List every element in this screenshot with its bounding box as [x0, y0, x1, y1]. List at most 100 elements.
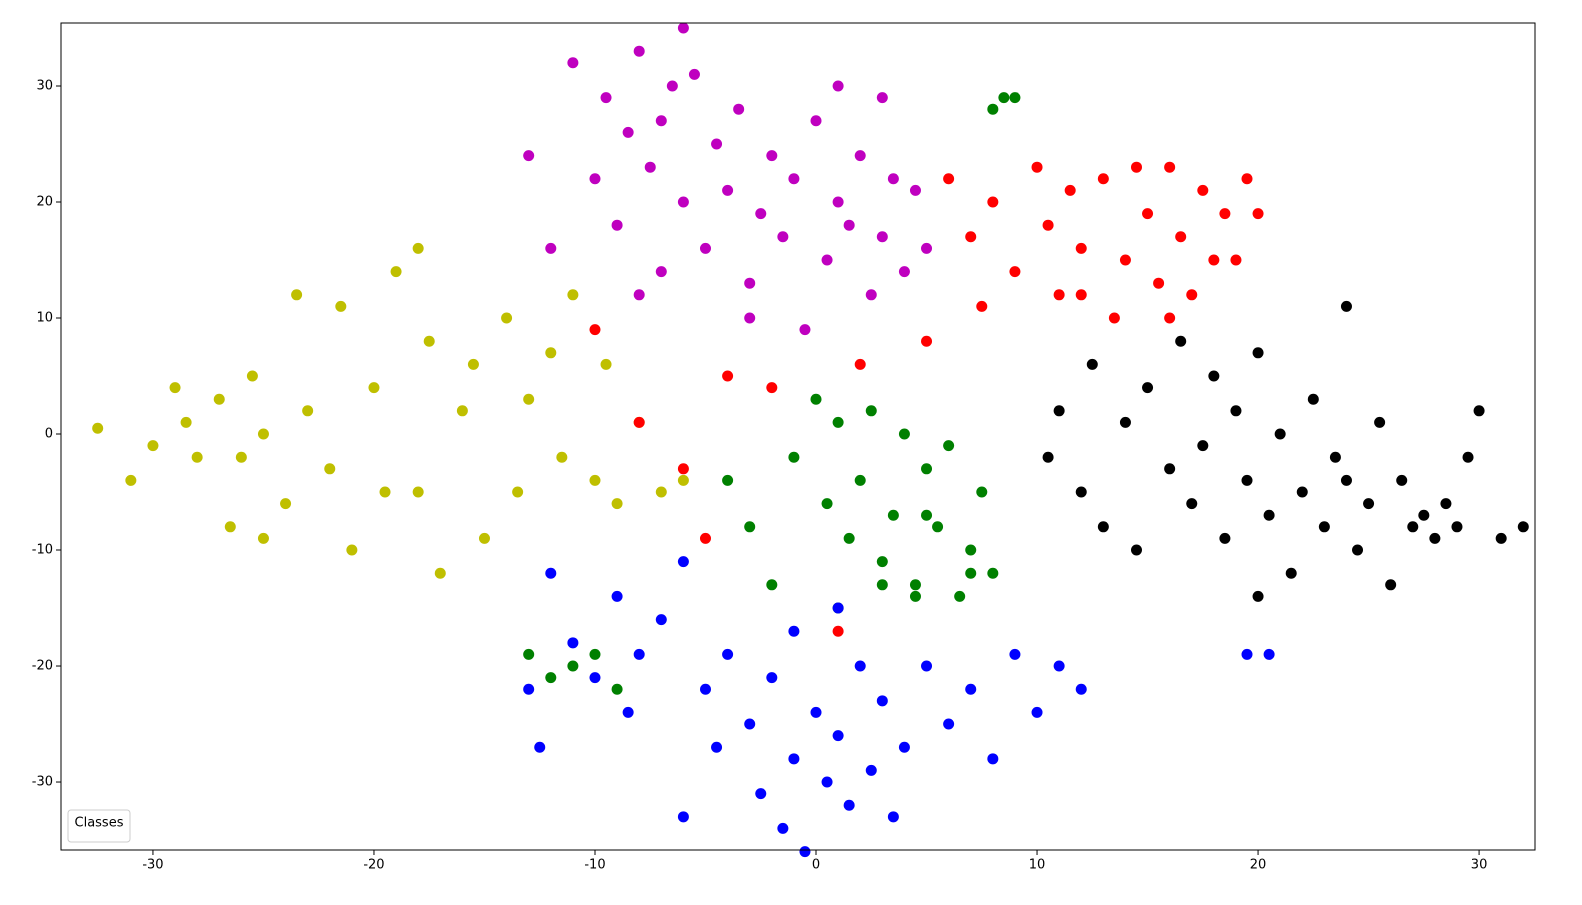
- point: [147, 440, 159, 452]
- point: [1042, 451, 1054, 463]
- point: [898, 266, 910, 278]
- legend-title: Classes: [75, 816, 124, 831]
- point: [246, 370, 258, 382]
- point: [1462, 451, 1474, 463]
- point: [865, 405, 877, 417]
- point: [1263, 648, 1275, 660]
- point: [567, 660, 579, 672]
- point: [1340, 474, 1352, 486]
- point: [257, 532, 269, 544]
- point: [832, 416, 844, 428]
- point: [766, 150, 778, 162]
- point: [1252, 347, 1264, 359]
- x-tick-label: 0: [812, 858, 820, 873]
- x-tick-label: 30: [1471, 858, 1488, 873]
- point: [987, 103, 999, 115]
- point: [921, 509, 933, 521]
- point: [1318, 521, 1330, 533]
- point: [390, 266, 402, 278]
- point: [722, 474, 734, 486]
- point: [611, 498, 623, 510]
- point: [600, 358, 612, 370]
- point: [755, 788, 767, 800]
- point: [1329, 451, 1341, 463]
- point: [1075, 242, 1087, 254]
- point: [711, 741, 723, 753]
- point: [700, 242, 712, 254]
- point: [523, 150, 535, 162]
- y-tick-label: 0: [45, 427, 53, 442]
- point: [235, 451, 247, 463]
- point: [545, 567, 557, 579]
- point: [1208, 370, 1220, 382]
- point: [1252, 208, 1264, 220]
- y-tick-label: 20: [36, 194, 53, 209]
- point: [876, 556, 888, 568]
- point: [854, 474, 866, 486]
- point: [677, 811, 689, 823]
- point: [125, 474, 137, 486]
- point: [1285, 567, 1297, 579]
- point: [909, 590, 921, 602]
- point: [1241, 474, 1253, 486]
- x-tick-label: -10: [584, 858, 605, 873]
- point: [1164, 463, 1176, 475]
- point: [965, 544, 977, 556]
- point: [567, 637, 579, 649]
- point: [876, 695, 888, 707]
- point: [545, 242, 557, 254]
- point: [943, 718, 955, 730]
- point: [1230, 254, 1242, 266]
- point: [832, 80, 844, 92]
- point: [865, 289, 877, 301]
- point: [722, 370, 734, 382]
- point: [821, 498, 833, 510]
- point: [854, 358, 866, 370]
- legend-box: [67, 809, 131, 843]
- point: [1263, 509, 1275, 521]
- point: [876, 579, 888, 591]
- point: [302, 405, 314, 417]
- point: [887, 173, 899, 185]
- x-tick-label: 20: [1250, 858, 1267, 873]
- point: [677, 463, 689, 475]
- point: [987, 567, 999, 579]
- point: [191, 451, 203, 463]
- point: [589, 672, 601, 684]
- point: [655, 266, 667, 278]
- y-tick-label: -20: [32, 659, 53, 674]
- point: [821, 776, 833, 788]
- point: [921, 660, 933, 672]
- point: [1130, 544, 1142, 556]
- point: [92, 422, 104, 434]
- x-tick-label: -30: [142, 858, 163, 873]
- point: [987, 753, 999, 765]
- point: [655, 486, 667, 498]
- point: [788, 753, 800, 765]
- point: [1296, 486, 1308, 498]
- point: [633, 45, 645, 57]
- point: [799, 324, 811, 336]
- point: [368, 382, 380, 394]
- point: [545, 347, 557, 359]
- point: [766, 672, 778, 684]
- point: [1130, 161, 1142, 173]
- point: [423, 335, 435, 347]
- point: [434, 567, 446, 579]
- point: [1219, 208, 1231, 220]
- point: [523, 648, 535, 660]
- point: [589, 474, 601, 486]
- point: [921, 335, 933, 347]
- point: [976, 300, 988, 312]
- point: [567, 289, 579, 301]
- point: [523, 393, 535, 405]
- point: [346, 544, 358, 556]
- x-tick-label: -20: [363, 858, 384, 873]
- point: [412, 242, 424, 254]
- point: [1142, 382, 1154, 394]
- point: [589, 173, 601, 185]
- point: [1009, 92, 1021, 104]
- point: [810, 393, 822, 405]
- point: [1042, 219, 1054, 231]
